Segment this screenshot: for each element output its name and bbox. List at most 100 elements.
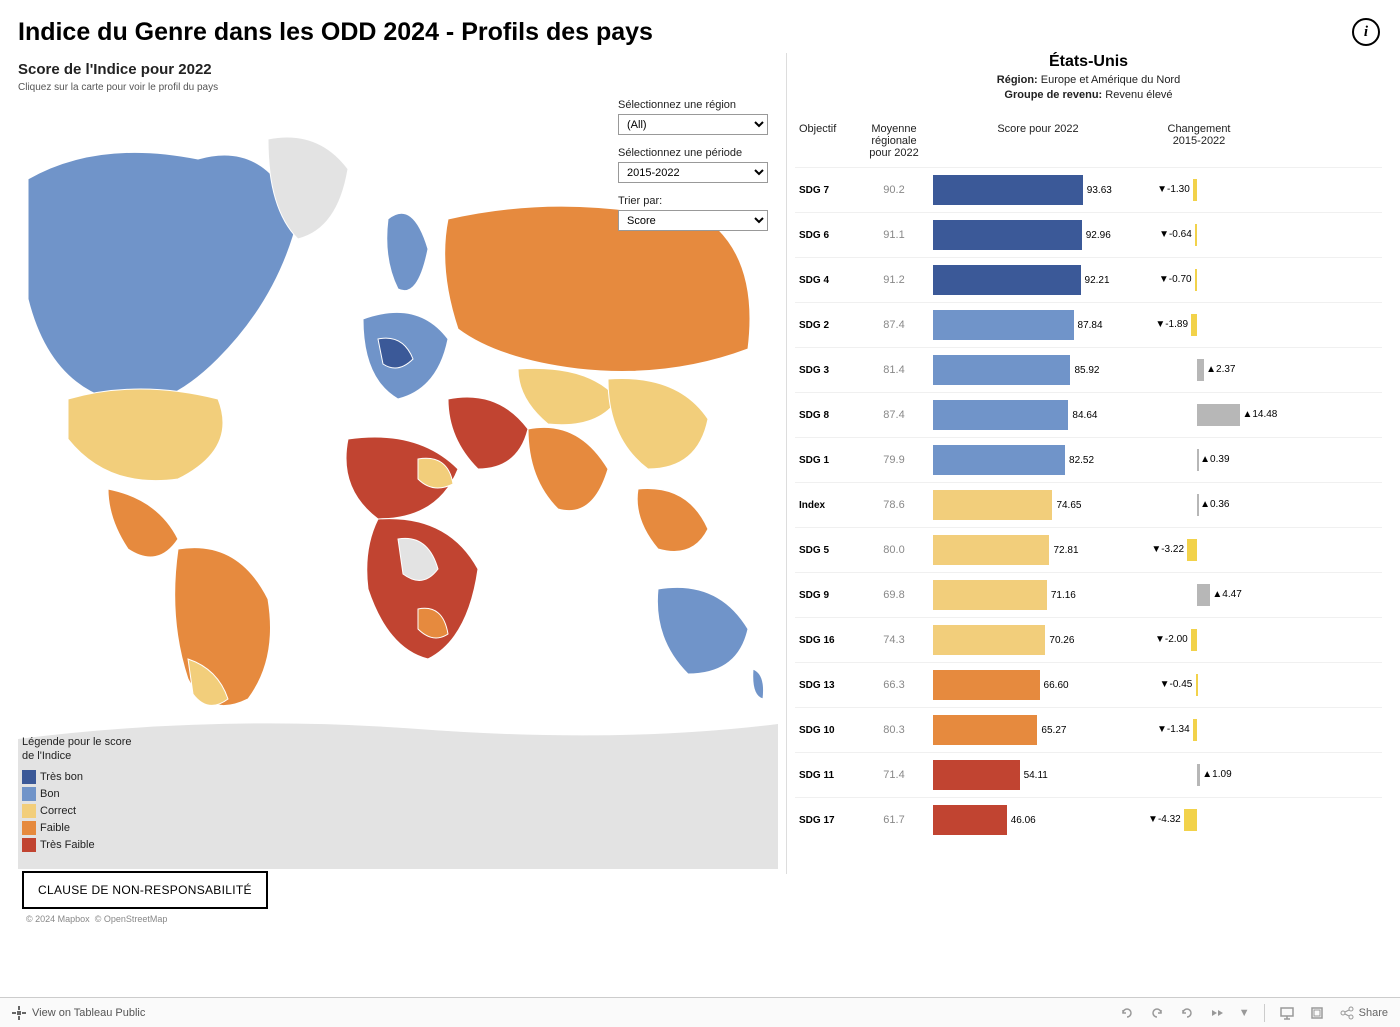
change-value: ▼-2.00	[1155, 634, 1188, 645]
info-button[interactable]: i	[1352, 18, 1380, 46]
map-attribution: © 2024 Mapbox © OpenStreetMap	[22, 913, 171, 925]
table-row[interactable]: SDG 13 66.3 66.60 ▼-0.45	[795, 662, 1382, 707]
redo-icon[interactable]	[1149, 1005, 1165, 1021]
change-bar	[1195, 269, 1197, 291]
row-moyenne: 80.0	[855, 544, 933, 556]
undo-icon[interactable]	[1119, 1005, 1135, 1021]
change-bar	[1193, 179, 1197, 201]
replay-icon[interactable]	[1179, 1005, 1195, 1021]
table-row[interactable]: SDG 16 74.3 70.26 ▼-2.00	[795, 617, 1382, 662]
legend-swatch	[22, 838, 36, 852]
change-value: ▲14.48	[1242, 409, 1277, 420]
change-bar	[1184, 809, 1197, 831]
change-cell: ▼-1.30	[1149, 175, 1249, 205]
score-bar	[933, 175, 1083, 205]
score-value: 46.06	[1011, 815, 1036, 826]
table-row[interactable]: SDG 10 80.3 65.27 ▼-1.34	[795, 707, 1382, 752]
table-row[interactable]: Index 78.6 74.65 ▲0.36	[795, 482, 1382, 527]
score-bar	[933, 445, 1065, 475]
legend-label: Correct	[40, 805, 76, 817]
change-bar	[1197, 404, 1240, 426]
score-bar	[933, 355, 1070, 385]
table-row[interactable]: SDG 8 87.4 84.64 ▲14.48	[795, 392, 1382, 437]
score-bar	[933, 715, 1037, 745]
change-bar	[1197, 449, 1199, 471]
legend-swatch	[22, 770, 36, 784]
score-value: 70.26	[1049, 635, 1074, 646]
table-row[interactable]: SDG 4 91.2 92.21 ▼-0.70	[795, 257, 1382, 302]
table-row[interactable]: SDG 11 71.4 54.11 ▲1.09	[795, 752, 1382, 797]
forward-icon[interactable]	[1209, 1005, 1225, 1021]
table-row[interactable]: SDG 2 87.4 87.84 ▼-1.89	[795, 302, 1382, 347]
table-row[interactable]: SDG 1 79.9 82.52 ▲0.39	[795, 437, 1382, 482]
download-icon[interactable]	[1309, 1005, 1325, 1021]
table-row[interactable]: SDG 7 90.2 93.63 ▼-1.30	[795, 167, 1382, 212]
score-bar	[933, 805, 1007, 835]
row-moyenne: 80.3	[855, 724, 933, 736]
row-objectif: SDG 16	[795, 635, 855, 646]
col-moyenne: Moyenne régionalepour 2022	[855, 123, 933, 159]
presentation-icon[interactable]	[1279, 1005, 1295, 1021]
tableau-logo-icon[interactable]	[12, 1006, 26, 1020]
legend-item[interactable]: Très bon	[22, 770, 131, 784]
change-value: ▲4.47	[1212, 589, 1241, 600]
score-bar	[933, 265, 1081, 295]
table-header: Objectif Moyenne régionalepour 2022 Scor…	[795, 113, 1382, 167]
change-value: ▼-1.34	[1157, 724, 1190, 735]
change-bar	[1197, 494, 1199, 516]
period-select[interactable]: 2015-2022	[618, 162, 768, 183]
table-row[interactable]: SDG 6 91.1 92.96 ▼-0.64	[795, 212, 1382, 257]
table-row[interactable]: SDG 17 61.7 46.06 ▼-4.32	[795, 797, 1382, 842]
change-bar	[1191, 314, 1197, 336]
row-moyenne: 74.3	[855, 634, 933, 646]
legend-item[interactable]: Faible	[22, 821, 131, 835]
score-value: 72.81	[1053, 545, 1078, 556]
score-value: 87.84	[1078, 320, 1103, 331]
score-value: 66.60	[1044, 680, 1069, 691]
region-select[interactable]: (All)	[618, 114, 768, 135]
score-bar	[933, 535, 1049, 565]
disclaimer-button[interactable]: CLAUSE DE NON-RESPONSABILITÉ	[22, 871, 268, 909]
row-objectif: SDG 13	[795, 680, 855, 691]
view-on-tableau-link[interactable]: View on Tableau Public	[32, 1007, 145, 1019]
row-objectif: SDG 17	[795, 815, 855, 826]
col-changement: Changement2015-2022	[1149, 123, 1249, 159]
map-subtitle: Score de l'Indice pour 2022	[18, 61, 778, 78]
score-value: 92.96	[1086, 230, 1111, 241]
row-objectif: SDG 5	[795, 545, 855, 556]
change-cell: ▲14.48	[1149, 400, 1249, 430]
change-bar	[1197, 584, 1210, 606]
legend-title-l1: Légende pour le score	[22, 736, 131, 748]
change-value: ▼-1.89	[1155, 319, 1188, 330]
page-title: Indice du Genre dans les ODD 2024 - Prof…	[18, 18, 653, 47]
share-icon	[1339, 1005, 1355, 1021]
row-objectif: SDG 10	[795, 725, 855, 736]
share-button[interactable]: Share	[1339, 1005, 1388, 1021]
change-value: ▲2.37	[1206, 364, 1235, 375]
change-cell: ▼-0.70	[1149, 265, 1249, 295]
sort-select[interactable]: Score	[618, 210, 768, 231]
legend-item[interactable]: Bon	[22, 787, 131, 801]
col-objectif: Objectif	[795, 123, 855, 159]
row-objectif: SDG 9	[795, 590, 855, 601]
table-row[interactable]: SDG 9 69.8 71.16 ▲4.47	[795, 572, 1382, 617]
score-bar	[933, 220, 1082, 250]
score-value: 65.27	[1041, 725, 1066, 736]
change-cell: ▲1.09	[1149, 760, 1249, 790]
row-moyenne: 61.7	[855, 814, 933, 826]
table-row[interactable]: SDG 3 81.4 85.92 ▲2.37	[795, 347, 1382, 392]
row-objectif: SDG 6	[795, 230, 855, 241]
row-moyenne: 87.4	[855, 409, 933, 421]
legend-swatch	[22, 821, 36, 835]
change-value: ▲0.36	[1200, 499, 1229, 510]
score-bar	[933, 670, 1040, 700]
legend-item[interactable]: Correct	[22, 804, 131, 818]
change-value: ▼-1.30	[1157, 184, 1190, 195]
change-cell: ▼-3.22	[1149, 535, 1249, 565]
legend-swatch	[22, 787, 36, 801]
score-bar	[933, 400, 1068, 430]
table-row[interactable]: SDG 5 80.0 72.81 ▼-3.22	[795, 527, 1382, 572]
change-value: ▼-0.64	[1159, 229, 1192, 240]
score-bar	[933, 310, 1074, 340]
legend-item[interactable]: Très Faible	[22, 838, 131, 852]
